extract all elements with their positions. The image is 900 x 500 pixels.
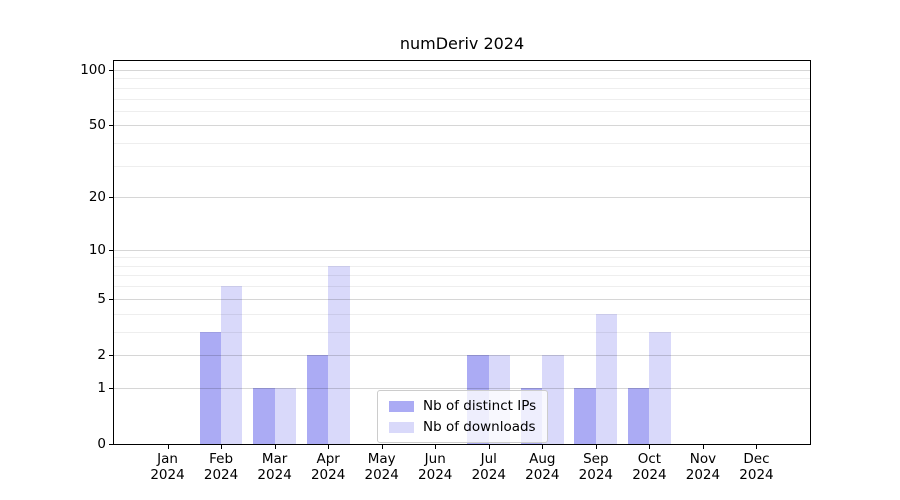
x-tick bbox=[756, 444, 758, 449]
gridline bbox=[114, 249, 810, 251]
x-tick-label: Sep 2024 bbox=[578, 451, 614, 483]
x-tick-label: Nov 2024 bbox=[685, 451, 721, 483]
y-tick-label: 100 bbox=[80, 62, 106, 78]
x-tick-label: Feb 2024 bbox=[203, 451, 239, 483]
bar-distinct-ips-feb bbox=[199, 331, 222, 444]
y-tick-label: 20 bbox=[88, 189, 106, 206]
legend-item-distinct-ips: Nb of distinct IPs bbox=[389, 398, 536, 414]
bar-downloads-feb bbox=[221, 286, 243, 444]
gridline bbox=[114, 197, 810, 199]
gridline bbox=[114, 143, 810, 145]
x-tick bbox=[167, 444, 169, 449]
legend-label-distinct-ips: Nb of distinct IPs bbox=[423, 398, 537, 414]
x-tick bbox=[702, 444, 704, 449]
gridline bbox=[114, 313, 810, 315]
chart-title: numDeriv 2024 bbox=[399, 34, 525, 53]
x-tick bbox=[328, 444, 330, 449]
y-tick bbox=[109, 354, 114, 356]
x-tick-label: Jan 2024 bbox=[150, 451, 185, 483]
x-tick bbox=[274, 444, 276, 449]
bar-distinct-ips-oct bbox=[627, 387, 650, 444]
bar-downloads-apr bbox=[328, 265, 350, 444]
x-tick-label: Jun 2024 bbox=[418, 451, 453, 483]
bar-downloads-oct bbox=[649, 331, 671, 444]
legend-swatch-distinct-ips bbox=[389, 400, 414, 412]
x-tick-label: Dec 2024 bbox=[739, 451, 774, 483]
x-tick bbox=[649, 444, 651, 449]
legend-swatch-downloads bbox=[389, 421, 414, 433]
gridline bbox=[114, 286, 810, 288]
x-tick-label: Apr 2024 bbox=[310, 451, 346, 483]
y-tick-label: 2 bbox=[97, 346, 106, 363]
y-tick bbox=[109, 197, 114, 199]
bar-distinct-ips-apr bbox=[306, 354, 329, 444]
legend-label-downloads: Nb of downloads bbox=[423, 419, 536, 435]
bar-downloads-sep bbox=[595, 313, 618, 444]
x-tick bbox=[221, 444, 223, 449]
x-tick-label: Mar 2024 bbox=[257, 451, 292, 483]
x-tick bbox=[488, 444, 490, 449]
y-tick bbox=[109, 444, 114, 445]
bar-distinct-ips-mar bbox=[253, 387, 275, 444]
gridline bbox=[114, 98, 810, 100]
bar-distinct-ips-sep bbox=[574, 387, 596, 444]
gridline bbox=[114, 87, 810, 89]
x-tick bbox=[435, 444, 437, 449]
gridline bbox=[114, 78, 810, 80]
y-tick bbox=[109, 125, 114, 127]
x-tick bbox=[595, 444, 597, 449]
gridline bbox=[114, 298, 810, 300]
x-tick bbox=[381, 444, 383, 449]
x-tick-label: Oct 2024 bbox=[632, 451, 667, 483]
x-tick-label: Aug 2024 bbox=[525, 451, 560, 483]
gridline bbox=[114, 110, 810, 112]
y-tick bbox=[109, 70, 114, 71]
gridline bbox=[114, 165, 810, 167]
legend-item-downloads: Nb of downloads bbox=[389, 419, 536, 435]
y-tick-label: 1 bbox=[97, 379, 106, 396]
gridline bbox=[114, 257, 810, 259]
gridline bbox=[114, 70, 810, 71]
gridline bbox=[114, 275, 810, 277]
y-tick-label: 10 bbox=[88, 241, 106, 258]
y-tick bbox=[109, 249, 114, 251]
y-tick-label: 0 bbox=[97, 436, 106, 452]
gridline bbox=[114, 265, 810, 267]
x-tick-label: Jul 2024 bbox=[471, 451, 506, 483]
bar-downloads-mar bbox=[274, 387, 297, 444]
y-tick-label: 50 bbox=[88, 117, 106, 134]
legend: Nb of distinct IPs Nb of downloads bbox=[377, 390, 549, 443]
x-tick bbox=[542, 444, 544, 449]
gridline bbox=[114, 125, 810, 127]
y-tick bbox=[109, 387, 114, 389]
y-tick bbox=[109, 298, 114, 300]
x-tick-label: May 2024 bbox=[364, 451, 399, 483]
y-tick-label: 5 bbox=[97, 290, 106, 307]
